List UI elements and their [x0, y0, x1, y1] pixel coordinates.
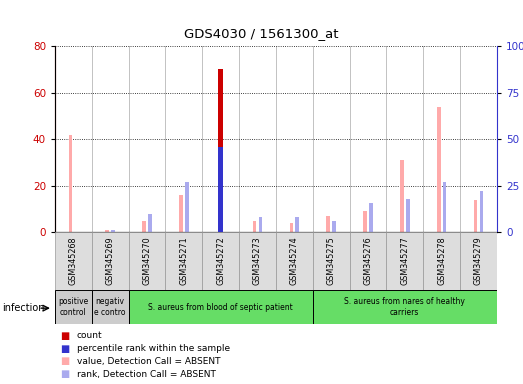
Bar: [253, 221, 256, 232]
Text: GSM345278: GSM345278: [437, 237, 446, 285]
Bar: [437, 107, 440, 232]
Bar: [406, 199, 410, 232]
Text: GSM345275: GSM345275: [327, 237, 336, 285]
Text: ■: ■: [60, 369, 70, 379]
Text: positive
control: positive control: [58, 298, 88, 317]
Text: infection: infection: [3, 303, 45, 313]
Text: GSM345270: GSM345270: [142, 237, 152, 285]
Bar: [55, 232, 92, 290]
Bar: [179, 195, 183, 232]
Text: S. aureus from blood of septic patient: S. aureus from blood of septic patient: [148, 303, 293, 312]
Bar: [55, 290, 92, 324]
Text: ■: ■: [60, 344, 70, 354]
Bar: [239, 232, 276, 290]
Text: rank, Detection Call = ABSENT: rank, Detection Call = ABSENT: [77, 369, 216, 379]
Bar: [349, 232, 386, 290]
Bar: [129, 232, 165, 290]
Text: GSM345276: GSM345276: [363, 237, 372, 285]
Text: S. aureus from nares of healthy
carriers: S. aureus from nares of healthy carriers: [344, 298, 465, 317]
Bar: [148, 214, 152, 232]
Bar: [219, 147, 223, 232]
Bar: [332, 221, 336, 232]
Text: GSM345271: GSM345271: [179, 237, 188, 285]
Bar: [480, 191, 483, 232]
Bar: [142, 221, 146, 232]
Bar: [369, 202, 373, 232]
Bar: [258, 217, 262, 232]
Text: GSM345273: GSM345273: [253, 237, 262, 285]
Bar: [111, 230, 115, 232]
Text: GDS4030 / 1561300_at: GDS4030 / 1561300_at: [184, 27, 339, 40]
Bar: [363, 211, 367, 232]
Bar: [423, 232, 460, 290]
Text: GSM345277: GSM345277: [400, 237, 410, 285]
Bar: [105, 230, 109, 232]
Text: GSM345268: GSM345268: [69, 237, 78, 285]
Bar: [313, 290, 497, 324]
Bar: [474, 200, 477, 232]
Bar: [442, 182, 447, 232]
Text: count: count: [77, 331, 103, 341]
Text: GSM345279: GSM345279: [474, 237, 483, 285]
Text: GSM345272: GSM345272: [216, 237, 225, 285]
Bar: [165, 232, 202, 290]
Text: ■: ■: [60, 356, 70, 366]
Bar: [69, 134, 72, 232]
Bar: [92, 290, 129, 324]
Text: GSM345269: GSM345269: [106, 237, 115, 285]
Bar: [326, 216, 330, 232]
Text: percentile rank within the sample: percentile rank within the sample: [77, 344, 230, 353]
Bar: [219, 70, 223, 232]
Bar: [290, 223, 293, 232]
Text: negativ
e contro: negativ e contro: [95, 298, 126, 317]
Bar: [313, 232, 349, 290]
Bar: [129, 290, 313, 324]
Bar: [460, 232, 497, 290]
Bar: [400, 160, 404, 232]
Bar: [92, 232, 129, 290]
Bar: [185, 182, 189, 232]
Bar: [386, 232, 423, 290]
Text: ■: ■: [60, 331, 70, 341]
Bar: [202, 232, 239, 290]
Text: GSM345274: GSM345274: [290, 237, 299, 285]
Bar: [276, 232, 313, 290]
Bar: [295, 217, 299, 232]
Text: value, Detection Call = ABSENT: value, Detection Call = ABSENT: [77, 357, 220, 366]
